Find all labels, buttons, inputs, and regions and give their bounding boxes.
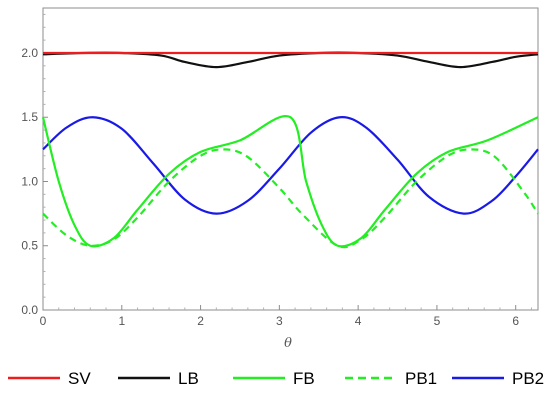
legend-label-lb: LB	[178, 369, 199, 388]
legend: SV LB FB PB1 PB2	[8, 369, 544, 388]
plot-frame	[42, 7, 539, 311]
legend-label-fb: FB	[293, 369, 315, 388]
legend-label-pb1: PB1	[405, 369, 437, 388]
series-line-pb2	[42, 116, 539, 215]
y-tick-label: 1.0	[21, 174, 38, 188]
series-line-pb1	[42, 148, 539, 249]
x-tick-label: 2	[197, 314, 204, 328]
y-tick-label: 0.0	[21, 303, 38, 317]
series-line-fb	[41, 114, 539, 248]
legend-label-pb2: PB2	[512, 369, 544, 388]
x-tick-label: 4	[355, 314, 362, 328]
series-line-lb	[42, 51, 539, 69]
x-tick-label: 1	[118, 314, 125, 328]
x-tick-label: 0	[40, 314, 47, 328]
legend-label-sv: SV	[68, 369, 91, 388]
plot-area	[42, 7, 539, 311]
y-tick-label: 0.5	[21, 239, 38, 253]
x-tick-label: 3	[276, 314, 283, 328]
x-tick-label: 5	[434, 314, 441, 328]
x-axis-label: θ	[284, 336, 292, 351]
axis-ticks: 0 1 2 3 4 5 6 0.0 0.5 1.0 1.5 2.0	[21, 13, 532, 328]
x-tick-label: 6	[512, 314, 519, 328]
y-tick-label: 1.5	[21, 110, 38, 124]
series-layer	[41, 51, 539, 249]
y-tick-label: 2.0	[21, 46, 38, 60]
